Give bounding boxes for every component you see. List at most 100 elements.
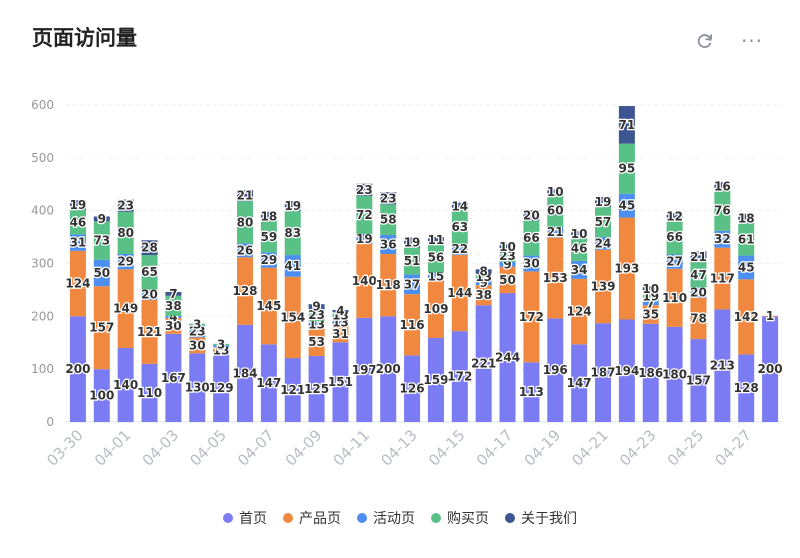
data-label: 66 [523,231,540,245]
bar-segment [547,318,564,422]
data-label: 41 [284,259,301,273]
legend-item[interactable]: 首页 [223,508,267,528]
data-label: 19 [642,290,659,304]
data-label: 147 [567,376,592,390]
legend-item[interactable]: 活动页 [357,508,415,528]
data-label: 30 [189,338,206,352]
data-label: 151 [328,375,353,389]
data-label: 117 [710,272,735,286]
bar-segment [308,308,325,322]
bar-segment [356,195,373,234]
legend-item[interactable]: 关于我们 [505,508,577,528]
bar-segment [237,190,253,202]
data-label: 30 [165,319,182,333]
bar-segment [165,295,182,316]
data-label: 124 [567,305,592,319]
data-label: 50 [93,266,110,280]
data-label: 167 [161,371,186,385]
more-button[interactable]: ··· [737,28,767,54]
bar-segment [714,182,731,191]
data-label: 21 [690,250,707,264]
data-label: 23 [189,324,206,338]
bar-segment [141,240,158,256]
data-label: 29 [117,255,134,269]
data-label: 23 [499,249,516,263]
bar-segment [332,309,349,313]
bar-segment [260,267,277,345]
bar-segment [595,249,611,324]
data-label: 11 [428,233,445,247]
data-label: 100 [89,389,114,403]
data-label: 10 [642,282,659,296]
more-horizontal-icon: ··· [740,29,764,53]
x-tick-label: 04-01 [91,426,135,470]
data-label: 184 [232,366,257,380]
refresh-icon [697,34,713,48]
data-label: 45 [738,260,755,274]
bar-segment [642,301,659,306]
refresh-button[interactable] [692,28,718,54]
data-label: 128 [734,381,759,395]
bar-segment [93,369,110,422]
bar-segment [738,223,755,256]
data-label: 46 [571,242,588,256]
data-label: 31 [70,236,87,250]
bar-segment [380,234,397,254]
bar-segment [571,260,588,279]
bar-segment [141,363,158,422]
bar-segment [547,226,564,238]
legend-item[interactable]: 产品页 [283,508,341,528]
bar-segment [666,219,683,255]
bar-segment [499,266,516,294]
data-label: 140 [113,378,138,392]
legend-item[interactable]: 购买页 [431,508,489,528]
data-label: 10 [571,227,588,241]
data-label: 110 [137,386,162,400]
bar-segment [475,285,492,306]
bar-segment [595,237,611,250]
bar-segment [427,280,444,338]
bar-segment [332,325,349,343]
bar-segment [523,220,540,256]
legend-label: 购买页 [447,511,489,527]
bar-segment [213,353,230,422]
bar-segment [165,292,182,296]
bar-segment [117,269,134,349]
legend-marker [505,513,515,523]
data-label: 27 [666,255,683,269]
bar-segment [666,326,683,422]
data-label: 3 [217,339,225,353]
bar-segment [404,355,421,422]
bar-segment [260,252,277,268]
bar-segment [618,106,635,144]
bar-segment [189,323,206,326]
data-label: 213 [710,359,735,373]
bar-segment [738,213,755,224]
data-label: 50 [499,273,516,287]
data-label: 221 [471,357,496,371]
legend-label: 产品页 [299,511,341,527]
data-label: 180 [662,367,687,381]
data-label: 23 [380,191,397,205]
legend-marker [431,513,441,523]
data-label: 8 [479,264,487,278]
bar-segment [69,250,86,317]
data-label: 200 [65,362,90,376]
bar-segment [738,354,755,422]
bar-segment [165,333,182,422]
bar-segment [189,337,206,354]
bar-segment [141,255,158,290]
data-label: 21 [547,225,564,239]
bar-segment [284,211,301,256]
bar-segment [308,304,325,309]
bar-segment [642,286,659,292]
bar-segment [499,244,516,250]
bar-segment [475,280,492,286]
legend-label: 活动页 [373,511,415,527]
data-label: 139 [590,279,615,293]
data-label: 129 [209,381,234,395]
data-label: 7 [169,287,177,301]
x-tick-label: 04-25 [664,426,708,470]
data-label: 10 [547,185,564,199]
